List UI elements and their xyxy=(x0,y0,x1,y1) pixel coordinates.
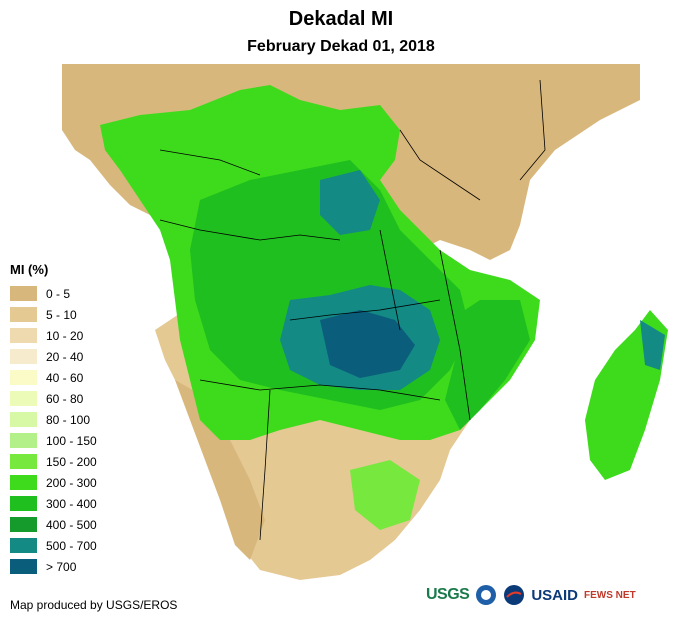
madagascar-east xyxy=(640,320,665,370)
legend-swatch xyxy=(10,412,37,427)
legend-item: 150 - 200 xyxy=(10,451,97,472)
legend-swatch xyxy=(10,286,37,301)
legend-items: 0 - 5 5 - 10 10 - 20 20 - 40 40 - 60 60 - 80 8… xyxy=(10,283,97,577)
map-title: Dekadal MI xyxy=(288,8,394,30)
southeast-patch xyxy=(350,460,420,530)
legend-label: 400 - 500 xyxy=(46,517,97,532)
legend-label: 100 - 150 xyxy=(46,433,97,448)
east-coast-green xyxy=(445,300,530,430)
map-subtitle: February Dekad 01, 2018 xyxy=(247,38,435,55)
legend-swatch xyxy=(10,538,37,553)
legend-item: 10 - 20 xyxy=(10,325,97,346)
legend-item: 100 - 150 xyxy=(10,430,97,451)
legend-item: 500 - 700 xyxy=(10,535,97,556)
legend-label: 200 - 300 xyxy=(46,475,97,490)
fews-net-logo: FEWS NET xyxy=(584,589,636,601)
africa-moisture-map xyxy=(0,60,682,620)
legend-item: 5 - 10 xyxy=(10,304,97,325)
map-credit: Map produced by USGS/EROS xyxy=(10,598,178,612)
country-borders xyxy=(159,79,546,541)
legend-item: 40 - 60 xyxy=(10,367,97,388)
legend-swatch xyxy=(10,349,37,364)
legend-label: 60 - 80 xyxy=(46,391,84,406)
map-legend: MI (%) 0 - 5 5 - 10 10 - 20 20 - 40 40 - 60 6… xyxy=(10,262,97,577)
agency-logos: USGS USAID FEWS NET xyxy=(426,584,636,606)
legend-item: 0 - 5 xyxy=(10,283,97,304)
legend-label: 20 - 40 xyxy=(46,349,84,364)
legend-swatch xyxy=(10,307,37,322)
legend-title: MI (%) xyxy=(10,262,49,277)
legend-item: 300 - 400 xyxy=(10,493,97,514)
legend-swatch xyxy=(10,559,37,574)
legend-item: > 700 xyxy=(10,556,97,577)
legend-label: 150 - 200 xyxy=(46,454,97,469)
legend-label: > 700 xyxy=(46,559,77,574)
legend-item: 80 - 100 xyxy=(10,409,97,430)
legend-swatch xyxy=(10,454,37,469)
land-southwest xyxy=(175,380,265,560)
legend-swatch xyxy=(10,370,37,385)
legend-swatch xyxy=(10,517,37,532)
nasa-logo-icon xyxy=(504,585,525,605)
legend-item: 60 - 80 xyxy=(10,388,97,409)
legend-label: 0 - 5 xyxy=(46,286,71,301)
legend-swatch xyxy=(10,496,37,511)
usaid-logo: USAID xyxy=(531,586,579,604)
usgs-logo: USGS xyxy=(426,586,470,603)
noaa-logo-icon xyxy=(476,585,497,605)
legend-label: 40 - 60 xyxy=(46,370,84,385)
legend-item: 20 - 40 xyxy=(10,346,97,367)
legend-item: 400 - 500 xyxy=(10,514,97,535)
legend-swatch xyxy=(10,475,37,490)
legend-label: 300 - 400 xyxy=(46,496,97,511)
legend-label: 5 - 10 xyxy=(46,307,77,322)
legend-swatch xyxy=(10,328,37,343)
high-moisture-north xyxy=(320,170,380,235)
legend-item: 200 - 300 xyxy=(10,472,97,493)
legend-label: 500 - 700 xyxy=(46,538,97,553)
extreme-moisture-core xyxy=(320,310,415,378)
legend-label: 10 - 20 xyxy=(46,328,84,343)
legend-label: 80 - 100 xyxy=(46,412,91,427)
legend-swatch xyxy=(10,433,37,448)
legend-swatch xyxy=(10,391,37,406)
